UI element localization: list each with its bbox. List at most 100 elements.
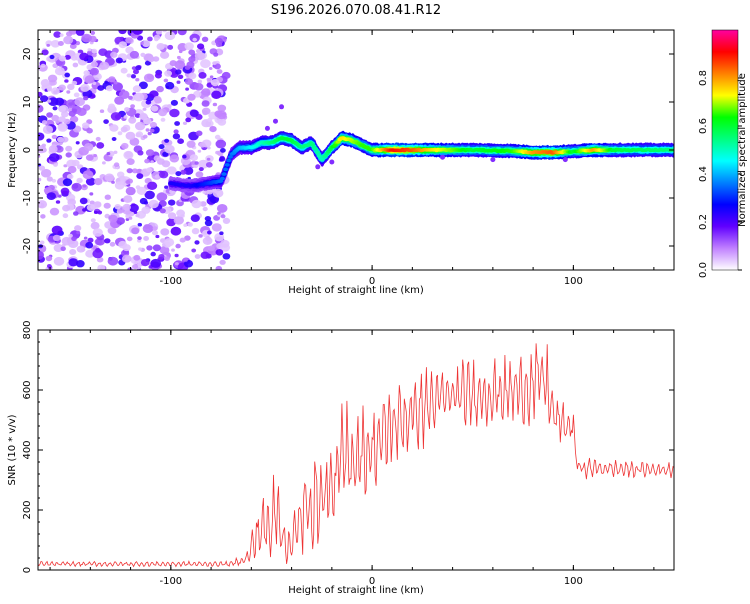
noise-speckle	[209, 75, 214, 79]
noise-speckle	[187, 93, 196, 101]
noise-speckle	[162, 30, 168, 33]
noise-speckle	[220, 239, 230, 248]
noise-speckle	[82, 184, 87, 188]
noise-speckle	[138, 247, 143, 251]
noise-speckle	[159, 170, 169, 179]
noise-speckle	[169, 154, 180, 163]
noise-speckle	[129, 50, 139, 59]
noise-speckle	[121, 142, 129, 150]
noise-speckle	[38, 200, 48, 209]
noise-speckle	[40, 95, 49, 102]
noise-speckle	[185, 117, 192, 123]
noise-speckle	[150, 160, 154, 164]
colorbar-tick-label: 0.0	[698, 262, 709, 278]
noise-speckle	[86, 204, 96, 211]
noise-speckle	[89, 200, 95, 205]
noise-speckle	[75, 141, 80, 145]
noise-speckle	[108, 103, 116, 110]
noise-speckle	[212, 102, 218, 107]
noise-speckle	[220, 214, 226, 219]
noise-speckle	[130, 104, 136, 109]
noise-speckle	[188, 49, 196, 56]
noise-speckle	[216, 69, 223, 74]
noise-speckle	[113, 150, 118, 154]
noise-speckle	[54, 67, 65, 76]
noise-speckle	[51, 225, 63, 235]
noise-speckle	[131, 168, 138, 174]
noise-speckle	[177, 55, 181, 60]
noise-speckle	[85, 177, 96, 186]
noise-speckle	[217, 118, 227, 126]
noise-speckle	[201, 107, 211, 115]
noise-speckle	[183, 257, 189, 262]
noise-speckle	[62, 178, 73, 187]
noise-speckle	[175, 243, 181, 249]
noise-speckle	[123, 115, 128, 119]
noise-speckle	[135, 65, 142, 71]
noise-speckle	[71, 55, 78, 61]
noise-speckle	[81, 33, 92, 43]
noise-speckle	[159, 246, 170, 255]
noise-speckle	[71, 159, 80, 167]
snr-x-tick-label: 0	[369, 576, 375, 587]
noise-speckle	[209, 126, 217, 133]
noise-speckle	[137, 150, 144, 156]
noise-speckle	[222, 253, 231, 260]
noise-speckle	[42, 125, 54, 134]
noise-speckle	[214, 134, 221, 140]
noise-speckle	[91, 53, 97, 58]
noise-speckle	[179, 237, 186, 243]
noise-speckle	[59, 105, 69, 114]
noise-speckle	[178, 50, 183, 54]
noise-speckle	[71, 80, 78, 86]
noise-speckle	[93, 178, 103, 186]
noise-speckle	[200, 59, 211, 69]
noise-speckle	[60, 187, 70, 195]
noise-speckle	[156, 85, 164, 93]
noise-speckle	[79, 52, 89, 61]
noise-speckle	[135, 121, 146, 131]
noise-speckle	[191, 199, 202, 209]
spectrogram-y-axis-label: Frequency (Hz)	[7, 112, 18, 188]
noise-speckle	[182, 121, 188, 126]
noise-speckle	[215, 249, 224, 256]
noise-speckle	[126, 168, 133, 174]
colorbar-label: Normalized spectral amplitude	[737, 73, 748, 227]
noise-speckle	[202, 206, 208, 212]
noise-speckle	[83, 236, 88, 240]
noise-speckle	[85, 241, 94, 249]
noise-speckle	[126, 236, 133, 242]
noise-speckle	[186, 140, 196, 148]
noise-speckle	[154, 37, 159, 42]
ridge-cell	[314, 150, 320, 155]
noise-speckle	[139, 197, 148, 205]
noise-speckle	[138, 81, 148, 90]
noise-speckle	[177, 138, 185, 144]
spectrogram-x-tick-label: 0	[369, 276, 375, 287]
noise-speckle	[82, 122, 90, 129]
colorbar-tick-label: 0.6	[698, 118, 709, 134]
noise-speckle	[86, 168, 91, 172]
noise-speckle	[156, 192, 168, 202]
noise-speckle	[57, 41, 64, 46]
noise-speckle	[118, 41, 128, 49]
noise-speckle	[194, 51, 206, 61]
colorbar-tick-label: 0.4	[698, 166, 709, 182]
noise-speckle	[110, 112, 122, 121]
noise-speckle	[132, 264, 139, 270]
noise-speckle	[53, 256, 65, 266]
noise-speckle	[52, 234, 61, 242]
noise-speckle	[168, 199, 176, 206]
noise-speckle	[59, 33, 64, 37]
noise-speckle	[111, 137, 117, 141]
noise-speckle	[79, 197, 88, 205]
noise-speckle	[131, 66, 137, 70]
noise-speckle	[167, 104, 172, 108]
noise-speckle	[65, 145, 73, 152]
noise-speckle	[84, 75, 95, 84]
noise-speckle	[91, 61, 98, 68]
noise-speckle	[41, 120, 48, 125]
noise-speckle	[199, 142, 206, 148]
noise-speckle	[62, 213, 69, 219]
noise-speckle	[174, 60, 186, 70]
